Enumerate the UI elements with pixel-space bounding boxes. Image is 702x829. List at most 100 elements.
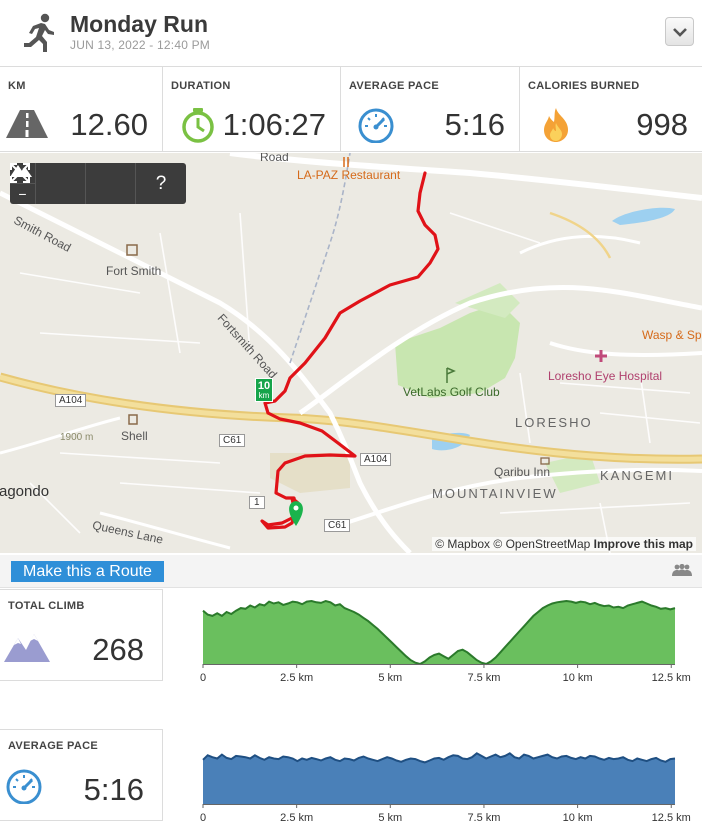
x-tick-label: 12.5 km [652, 812, 691, 824]
stopwatch-icon [182, 108, 214, 143]
stat-value: 268 [92, 632, 144, 667]
options-dropdown-button[interactable] [665, 17, 694, 46]
speedometer-icon [6, 769, 42, 804]
minor-streets [19, 212, 701, 553]
route-map[interactable]: Road LA-PAZ Restaurant Smith Road Fort S… [0, 153, 702, 553]
stats-row: KM 12.60 DURATION 1:06:27 AVERAGE PACE 5… [0, 66, 702, 152]
map-controls: + − ? [10, 163, 186, 204]
fort-icon [126, 244, 138, 256]
golf-course-area [395, 303, 520, 398]
stat-value: 12.60 [70, 107, 148, 142]
start-pin-icon [289, 501, 303, 526]
road-loresho [298, 284, 702, 416]
chart-area [203, 753, 675, 804]
chart-line [202, 599, 676, 666]
map-label-road-1: 1 [249, 496, 265, 509]
x-tick-label: 5 km [378, 812, 402, 824]
map-canvas [0, 153, 702, 553]
pace-chart: 0 2.5 km 5 km 7.5 km 10 km 12.5 km [200, 752, 691, 824]
terrain-button[interactable] [10, 163, 136, 204]
km-marker-10[interactable]: 10 km [255, 378, 273, 402]
road-icon [6, 110, 48, 138]
group-icon[interactable] [672, 564, 692, 576]
stat-label: AVERAGE PACE [8, 740, 98, 752]
map-label-c61: C61 [219, 434, 246, 447]
route-bar: Make this a Route [0, 555, 702, 588]
km-marker-unit: km [258, 390, 270, 400]
map-label-wasp: Wasp & Spr [642, 328, 702, 342]
hotel-icon [540, 457, 550, 465]
park-area [455, 283, 520, 318]
map-label-mountainview: MOUNTAINVIEW [432, 486, 558, 501]
map-label-agondo: agondo [0, 483, 50, 500]
x-tick-label: 2.5 km [280, 812, 313, 824]
map-label-a104: A104 [55, 394, 87, 407]
highway-a104 [0, 372, 702, 464]
map-label-restaurant: LA-PAZ Restaurant [297, 168, 401, 182]
x-tick-label: 5 km [378, 672, 402, 684]
x-tick-label: 10 km [563, 672, 593, 684]
map-label-qaribu: Qaribu Inn [494, 465, 551, 479]
stat-duration: DURATION 1:06:27 [163, 67, 341, 151]
x-tick-label: 2.5 km [280, 672, 313, 684]
x-tick-label: 10 km [563, 812, 593, 824]
x-tick-label: 12.5 km [652, 672, 691, 684]
elevation-chart: 0 2.5 km 5 km 7.5 km 10 km 12.5 km [200, 599, 691, 684]
chart-area [203, 601, 675, 664]
stat-label: AVERAGE PACE [349, 80, 439, 92]
stat-calories: CALORIES BURNED 998 [520, 67, 702, 151]
activity-header: Monday Run JUN 13, 2022 - 12:40 PM [0, 0, 702, 66]
map-label-road: Road [260, 153, 289, 164]
make-route-button[interactable]: Make this a Route [11, 561, 164, 582]
fuel-icon [128, 414, 138, 425]
terrain-icon [10, 165, 32, 177]
sports-area [270, 453, 350, 493]
water-area [612, 207, 675, 225]
stat-label: CALORIES BURNED [528, 80, 640, 92]
map-label-elevation: 1900 m [60, 432, 94, 443]
x-tick-label: 7.5 km [467, 812, 500, 824]
attribution-osm-link[interactable]: © OpenStreetMap [493, 537, 591, 551]
stat-value: 1:06:27 [222, 107, 326, 142]
map-label-a104: A104 [360, 453, 392, 466]
zoom-out-button[interactable]: − [18, 186, 27, 202]
runner-icon [24, 13, 54, 52]
map-label-golf: VetLabs Golf Club [403, 385, 500, 399]
chevron-down-icon [672, 27, 687, 37]
map-label-hospital: Loresho Eye Hospital [548, 369, 663, 383]
activity-datetime: JUN 13, 2022 - 12:40 PM [70, 38, 211, 52]
map-label-shell: Shell [121, 429, 148, 443]
road-top [229, 153, 702, 201]
map-label-kangemi: KANGEMI [600, 468, 674, 483]
stat-label: TOTAL CLIMB [8, 600, 85, 612]
improve-map-link[interactable]: Improve this map [593, 537, 693, 551]
hospital-icon [595, 350, 607, 362]
flame-icon [544, 108, 568, 142]
km-marker-number: 10 [257, 379, 271, 392]
fullscreen-icon [10, 163, 30, 183]
mountain-icon [4, 634, 50, 662]
fortsmith-road [0, 190, 412, 553]
stat-label: KM [8, 80, 26, 92]
map-label-fort-smith: Fort Smith [106, 264, 162, 278]
map-label-loresho: LORESHO [515, 415, 593, 430]
stat-average-pace: AVERAGE PACE 5:16 [341, 67, 520, 151]
elevation-chart-row: TOTAL CLIMB 268 0 2.5 km 5 km 7.5 km 10 km 12… [0, 589, 702, 684]
x-tick-label: 0 [200, 812, 206, 824]
speedometer-icon [358, 108, 394, 143]
rail-line [289, 153, 351, 364]
restaurant-icon [343, 157, 349, 167]
attribution-mapbox-link[interactable]: © Mapbox [435, 537, 491, 551]
fullscreen-button[interactable] [10, 163, 86, 204]
x-tick-label: 7.5 km [467, 672, 500, 684]
stat-total-climb: TOTAL CLIMB 268 [0, 589, 163, 681]
stat-average-pace-chart: AVERAGE PACE 5:16 [0, 729, 163, 821]
map-attribution: © Mapbox © OpenStreetMap Improve this ma… [432, 537, 696, 551]
pace-chart-row: AVERAGE PACE 5:16 0 2.5 km 5 km 7.5 km 10 km… [0, 729, 702, 824]
help-button[interactable]: ? [155, 172, 167, 194]
run-route-line [260, 171, 440, 530]
page-title: Monday Run [70, 11, 208, 37]
golf-icon [446, 367, 456, 383]
stat-value: 998 [636, 107, 688, 142]
stat-value: 5:16 [83, 772, 144, 807]
